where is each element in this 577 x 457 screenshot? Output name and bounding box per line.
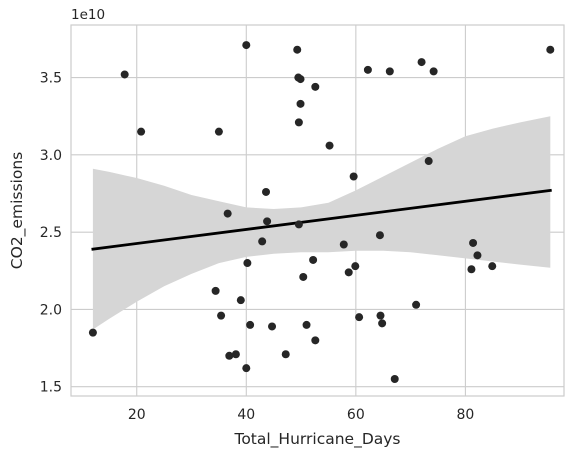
x-tick-label-1: 40	[237, 407, 255, 423]
data-point-28	[311, 336, 320, 345]
y-offset-label: 1e10	[71, 7, 105, 23]
data-point-25	[299, 272, 308, 281]
y-tick-label-4: 3.5	[40, 71, 62, 87]
data-point-38	[376, 311, 385, 320]
data-point-30	[325, 141, 334, 150]
data-point-43	[417, 58, 426, 67]
data-point-50	[546, 45, 555, 54]
data-point-24	[296, 75, 305, 84]
y-tick-label-3: 3.0	[40, 148, 62, 164]
data-point-42	[412, 300, 421, 309]
data-point-18	[281, 350, 290, 359]
data-point-29	[311, 82, 320, 91]
data-point-37	[375, 231, 384, 240]
data-point-39	[378, 319, 387, 328]
data-point-44	[424, 157, 433, 166]
data-point-23	[296, 99, 305, 108]
plot-frame	[70, 24, 565, 397]
data-point-2	[137, 127, 146, 136]
data-point-21	[294, 118, 303, 127]
data-point-7	[225, 351, 234, 360]
y-tick-label-2: 2.5	[40, 225, 62, 241]
y-tick-label-1: 2.0	[40, 302, 62, 318]
data-point-8	[231, 350, 240, 359]
y-tick-label-0: 1.5	[40, 380, 62, 396]
data-points	[88, 41, 555, 383]
data-point-0	[88, 328, 97, 337]
data-point-16	[263, 217, 272, 226]
data-point-45	[429, 67, 438, 76]
confidence-band-layer	[92, 116, 551, 330]
data-point-47	[469, 238, 478, 247]
data-point-22	[294, 220, 303, 229]
data-point-41	[390, 374, 399, 383]
data-point-19	[293, 45, 302, 54]
x-tick-label-0: 20	[128, 407, 146, 423]
regression-line	[91, 188, 552, 251]
data-point-15	[262, 187, 271, 196]
data-point-3	[211, 286, 220, 295]
data-point-17	[268, 322, 277, 331]
data-point-1	[120, 70, 129, 79]
x-axis-label: Total_Hurricane_Days	[233, 430, 400, 449]
data-point-4	[214, 127, 223, 136]
data-point-9	[236, 296, 245, 305]
data-point-32	[344, 268, 353, 277]
data-point-34	[351, 262, 360, 271]
data-point-26	[302, 320, 311, 329]
data-point-49	[488, 262, 497, 271]
x-tick-label-3: 80	[456, 407, 474, 423]
data-point-5	[217, 311, 226, 320]
data-point-46	[467, 265, 476, 274]
data-point-35	[355, 313, 364, 322]
regression-line-layer	[91, 188, 552, 251]
confidence-band	[92, 116, 551, 330]
data-point-40	[385, 67, 394, 76]
data-point-10	[242, 41, 251, 50]
data-point-31	[339, 240, 348, 249]
data-point-36	[363, 65, 372, 74]
data-point-48	[473, 251, 482, 260]
x-tick-label-2: 60	[347, 407, 365, 423]
y-tick-labels: 1.5 2.0 2.5 3.0 3.5	[40, 71, 62, 396]
data-point-11	[242, 364, 251, 373]
y-axis-label: CO2_emissions	[8, 152, 27, 269]
data-point-13	[246, 320, 255, 329]
data-point-12	[243, 259, 252, 268]
data-point-14	[258, 237, 267, 246]
data-point-27	[309, 255, 318, 264]
data-point-6	[223, 209, 232, 218]
x-tick-labels: 20 40 60 80	[128, 407, 474, 423]
data-point-33	[349, 172, 358, 181]
